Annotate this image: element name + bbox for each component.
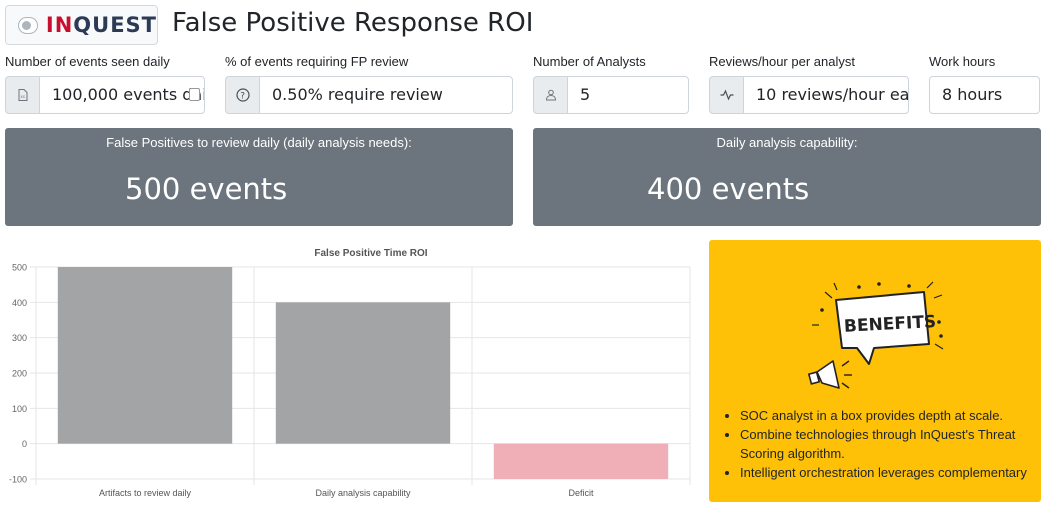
question-circle-icon: ? — [225, 76, 259, 114]
fp-review-input[interactable]: 0.50% require review — [259, 76, 513, 114]
svg-text:?: ? — [240, 92, 245, 102]
events-daily-input[interactable]: 100,000 events daily — [39, 76, 205, 114]
stepper-icon[interactable] — [189, 88, 200, 101]
analysts-label: Number of Analysts — [533, 54, 646, 69]
chart-title: False Positive Time ROI — [314, 248, 427, 259]
chart-bar — [275, 302, 451, 444]
analysts-field: Number of Analysts 5 — [533, 54, 689, 114]
events-daily-field: Number of events seen daily xs 100,000 e… — [5, 54, 205, 114]
events-daily-label: Number of events seen daily — [5, 54, 170, 69]
logo-text: INQUEST — [45, 13, 157, 37]
svg-text:BENEFITS: BENEFITS — [844, 312, 937, 337]
person-icon — [533, 76, 567, 114]
sparkle-dots — [812, 281, 944, 350]
daily-capability-card: Daily analysis capability: 400 events — [533, 128, 1041, 226]
benefits-list: SOC analyst in a box provides depth at s… — [740, 406, 1035, 482]
benefit-item: Intelligent orchestration leverages comp… — [740, 463, 1035, 482]
roi-chart: False Positive Time ROI 500 400 300 200 100 0 -… — [0, 240, 700, 513]
y-tick-label: 0 — [22, 439, 27, 449]
benefits-megaphone-graphic: BENEFITS — [807, 281, 944, 389]
y-tick-label: 100 — [12, 404, 27, 414]
daily-needs-label: False Positives to review daily (daily a… — [106, 135, 412, 150]
magnifier-q-icon: Q — [73, 13, 93, 37]
reviews-per-hour-input[interactable]: 10 reviews/hour eac — [743, 76, 909, 114]
y-tick-label: -100 — [9, 475, 27, 485]
daily-capability-value: 400 events — [647, 172, 810, 206]
file-icon: xs — [5, 76, 39, 114]
x-tick-label: Deficit — [568, 488, 594, 498]
megaphone-icon — [807, 360, 852, 389]
daily-needs-card: False Positives to review daily (daily a… — [5, 128, 513, 226]
fp-review-field: % of events requiring FP review ? 0.50% … — [225, 54, 513, 114]
y-tick-label: 200 — [12, 369, 27, 379]
y-tick-label: 500 — [12, 263, 27, 273]
activity-icon — [709, 76, 743, 114]
work-hours-label: Work hours — [929, 54, 996, 69]
benefit-item: Combine technologies through InQuest's T… — [740, 425, 1035, 463]
benefit-item: SOC analyst in a box provides depth at s… — [740, 406, 1035, 425]
daily-capability-label: Daily analysis capability: — [716, 135, 858, 150]
work-hours-input[interactable]: 8 hours — [929, 76, 1040, 114]
chart-bar — [493, 443, 669, 479]
chart-bar — [57, 267, 233, 444]
daily-needs-value: 500 events — [125, 172, 288, 206]
logo[interactable]: INQUEST — [5, 5, 158, 45]
x-tick-label: Daily analysis capability — [315, 488, 411, 498]
page-title: False Positive Response ROI — [172, 8, 534, 38]
work-hours-field: Work hours 8 hours — [929, 54, 1040, 114]
y-tick-label: 300 — [12, 333, 27, 343]
roi-chart-svg: False Positive Time ROI 500 400 300 200 100 0 -… — [9, 248, 691, 498]
svg-text:xs: xs — [20, 94, 24, 99]
reviews-per-hour-label: Reviews/hour per analyst — [709, 54, 855, 69]
y-tick-label: 400 — [12, 298, 27, 308]
benefits-panel: BENEFITS SOC analyst in a box provides d… — [709, 240, 1041, 502]
x-tick-label: Artifacts to review daily — [99, 488, 192, 498]
reviews-per-hour-field: Reviews/hour per analyst 10 reviews/hour… — [709, 54, 909, 114]
analysts-input[interactable]: 5 — [567, 76, 689, 114]
header: INQUEST — [5, 5, 158, 45]
fp-review-label: % of events requiring FP review — [225, 54, 409, 69]
toggle-switch[interactable] — [18, 16, 38, 34]
